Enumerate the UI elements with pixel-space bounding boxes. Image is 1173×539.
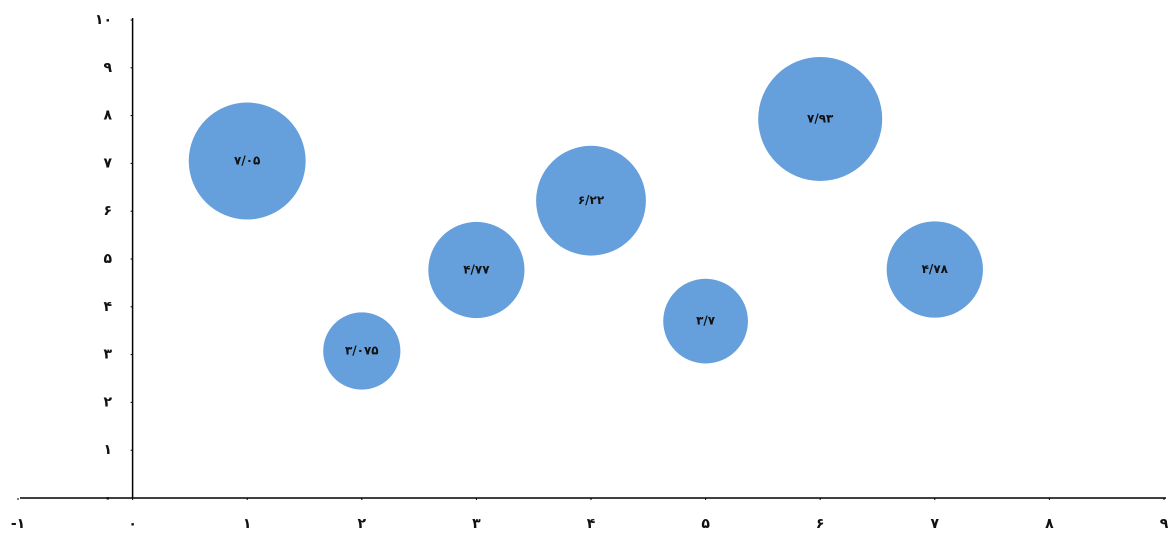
y-tick-label: ۸ <box>103 108 112 124</box>
y-tick-label: ۵ <box>103 251 112 267</box>
x-tick-label: ۷ <box>931 516 940 532</box>
data-label: ۳/۰۷۵ <box>345 344 379 358</box>
bubble <box>428 221 525 319</box>
bubble <box>536 145 646 256</box>
data-label: ۴/۷۸ <box>922 262 949 276</box>
x-tick-label: ۱ <box>243 516 252 532</box>
bubble <box>663 278 748 364</box>
x-tick-label: ۵ <box>701 516 710 532</box>
data-label: ۶/۲۲ <box>578 193 605 207</box>
x-tick-label: ۴ <box>587 516 596 532</box>
y-tick-label: ۴ <box>103 299 112 315</box>
x-tick-label: ۳ <box>472 516 481 532</box>
data-label: ۳/۷ <box>696 314 716 328</box>
y-tick-label: ۲ <box>103 394 112 410</box>
data-label: ۴/۷۷ <box>463 262 490 276</box>
x-tick-label: ۸ <box>1045 516 1054 532</box>
x-tick-label: ۹ <box>1160 516 1169 532</box>
data-label: ۷/۰۵ <box>234 154 260 168</box>
y-tick-label: ۶ <box>103 203 112 219</box>
data-label: ۷/۹۳ <box>807 111 834 125</box>
y-tick-label: ۳ <box>103 347 112 363</box>
y-tick-label: ۹ <box>103 60 112 76</box>
y-tick-label: ۱ <box>103 442 112 458</box>
bubble <box>323 312 401 390</box>
x-tick-label: -۱ <box>11 516 25 532</box>
bubble <box>886 221 983 318</box>
y-tick-label: ۱۰ <box>95 12 112 28</box>
y-tick-label: ۷ <box>103 155 112 171</box>
x-tick-label: ۲ <box>358 516 367 532</box>
x-tick-label: ۰ <box>128 516 137 532</box>
bubble <box>758 56 883 181</box>
bubble <box>188 102 306 220</box>
y-tick-label: ۰ <box>103 490 112 506</box>
x-tick-label: ۶ <box>816 516 825 532</box>
